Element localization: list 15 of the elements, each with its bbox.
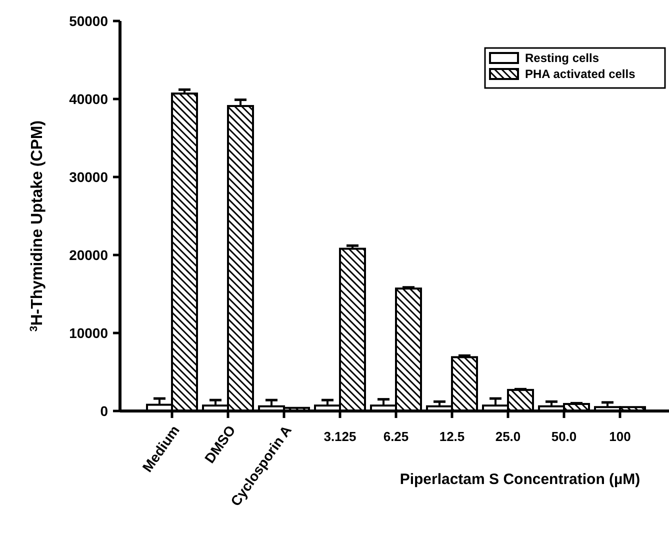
- x-tick-label: 12.5: [439, 429, 465, 444]
- x-tick-label: 25.0: [495, 429, 521, 444]
- x-tick-label: 100: [609, 429, 631, 444]
- y-tick-label: 40000: [69, 90, 108, 107]
- y-tick-label: 50000: [69, 12, 108, 29]
- y-tick-label: 20000: [69, 246, 108, 263]
- y-tick-label: 0: [100, 402, 108, 419]
- x-tick-label: 3.125: [324, 429, 356, 444]
- x-tick-label: 6.25: [383, 429, 409, 444]
- legend-label: PHA activated cells: [525, 67, 636, 82]
- legend-label: Resting cells: [525, 51, 600, 66]
- y-tick-label: 10000: [69, 324, 108, 341]
- x-tick-label: 50.0: [551, 429, 577, 444]
- y-tick-label: 30000: [69, 168, 108, 185]
- x-axis-title: Piperlactam S Concentration (µM): [400, 471, 640, 488]
